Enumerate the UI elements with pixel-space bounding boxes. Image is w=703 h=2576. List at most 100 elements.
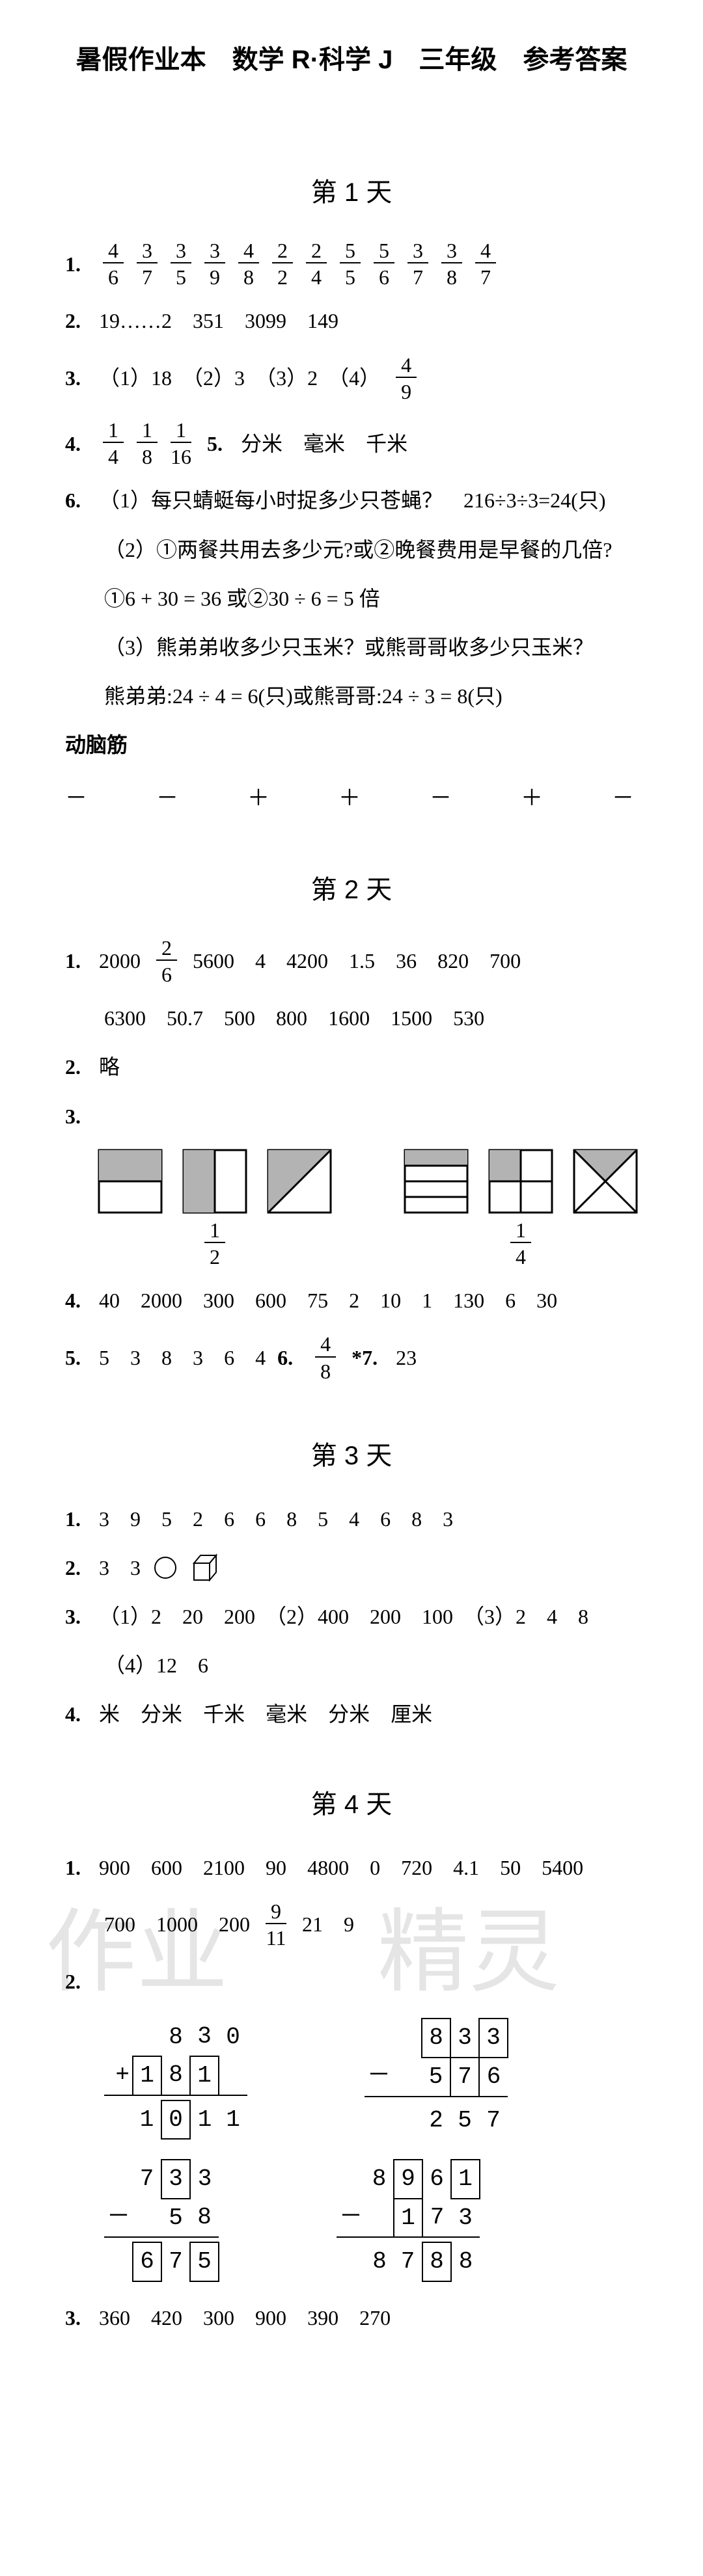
val: 700 [489, 949, 521, 973]
q-label: 4. [65, 427, 81, 461]
val: 米 [99, 1702, 120, 1726]
val: ＋ [247, 781, 269, 816]
val: 600 [151, 1856, 182, 1879]
q-label: 1. [65, 248, 81, 281]
val: 2000 [141, 1289, 182, 1312]
val: 270 [359, 2306, 391, 2329]
val: 2100 [203, 1856, 245, 1879]
val: 1000 [156, 1912, 198, 1936]
d1-q3: 3. （1）18 （2）3 （3）2 （4） 4 9 [65, 354, 638, 403]
frac-num: 5 [374, 239, 394, 263]
val: － [65, 781, 87, 816]
fraction: 48 [238, 239, 259, 289]
val: （4） [338, 366, 380, 390]
val: 9 [130, 1507, 141, 1531]
val: 50.7 [167, 1006, 203, 1030]
frac-den: 4 [516, 1243, 526, 1268]
val: （1）18 [99, 366, 172, 390]
cube-icon [190, 1551, 223, 1584]
frac-num: 2 [156, 937, 177, 961]
d1-q6-1: 6. （1）每只蜻蜓每小时捉多少只苍蝇？ 216÷3÷3=24(只) [65, 484, 638, 517]
frac-num: 2 [306, 239, 327, 263]
val: 8 [161, 1346, 172, 1369]
d3-q3b: （4）12 6 [65, 1649, 638, 1682]
frac-den: 8 [243, 263, 254, 289]
q-label: 3. [65, 2301, 81, 2335]
fraction: 116 [171, 419, 191, 468]
shape-quarter-tri [573, 1149, 638, 1214]
shape-half-v [182, 1149, 247, 1214]
text: ①6 + 30 = 36 或②30 ÷ 6 = 5 倍 [104, 582, 380, 615]
q-label: 2. [65, 1051, 81, 1084]
d1-q2: 2. 19……2 351 3099 149 [65, 304, 638, 338]
frac-num: 9 [266, 1900, 286, 1924]
d2-q4: 4. 40 2000 300 600 75 2 10 1 130 6 30 [65, 1284, 638, 1317]
q-label: 1. [65, 1503, 81, 1536]
fraction: 2 6 [156, 937, 177, 986]
frac-den: 4 [311, 263, 322, 289]
val: 3 [99, 1556, 109, 1579]
frac-den: 8 [320, 1358, 331, 1383]
val: 2000 [99, 945, 141, 978]
val: 8 [286, 1507, 297, 1531]
frac-den: 6 [161, 961, 172, 986]
fraction: 9 11 [266, 1900, 286, 1950]
val: 1 [422, 1289, 432, 1312]
val: 530 [453, 1006, 484, 1030]
val: 900 [255, 2306, 286, 2329]
day1-header: 第 1 天 [65, 172, 638, 213]
d2-q2: 2. 略 [65, 1051, 638, 1084]
val: 9 [344, 1912, 354, 1936]
val: 3 [99, 1507, 109, 1531]
val: 5400 [542, 1856, 583, 1879]
val: 6 [380, 1507, 391, 1531]
val: 3 [130, 1346, 141, 1369]
q-label: 5. [207, 427, 223, 461]
val: 6300 [104, 1006, 146, 1030]
val: 23 [396, 1341, 417, 1375]
fraction: 39 [204, 239, 225, 289]
calc-group-2: 733 －58 675 8961 －173 8788 [104, 2159, 638, 2282]
val: 600 [255, 1289, 286, 1312]
val: 2 [349, 1289, 359, 1312]
text: 熊弟弟:24 ÷ 4 = 6(只)或熊哥哥:24 ÷ 3 = 8(只) [104, 680, 503, 713]
q-label: 6. [277, 1341, 293, 1375]
val: （2）3 [193, 366, 245, 390]
val: 720 [401, 1856, 432, 1879]
val: 21 [302, 1912, 323, 1936]
circle-icon [152, 1555, 178, 1581]
d2-q5: 5. 5 3 8 3 6 4 6. 4 8 *7. 23 [65, 1333, 638, 1382]
text: 动脑筋 [65, 729, 128, 762]
shape-half-diag [267, 1149, 332, 1214]
frac-num: 4 [315, 1333, 336, 1357]
val: 6 [255, 1507, 266, 1531]
val: 30 [536, 1289, 557, 1312]
val: － [612, 781, 634, 816]
val: 360 [99, 2306, 130, 2329]
d4-q1b: 700 1000 200 9 11 21 9 [65, 1900, 638, 1950]
q-label: 2. [65, 1551, 81, 1585]
d3-q4: 4. 米 分米 千米 毫米 分米 厘米 [65, 1698, 638, 1731]
frac-den: 2 [277, 263, 288, 289]
d2-q1b: 6300 50.7 500 800 1600 1500 530 [65, 1002, 638, 1035]
calc-group-1: 830 +181 1011 833 －576 257 [104, 2018, 638, 2140]
frac-num: 1 [204, 1219, 225, 1243]
val: 分米 [141, 1702, 182, 1726]
text: （2）①两餐共用去多少元?或②晚餐费用是早餐的几倍? [104, 533, 612, 567]
q-label: 4. [65, 1284, 81, 1317]
q-label: 3. [65, 1100, 81, 1133]
val: 4200 [286, 949, 328, 973]
val: 2 [193, 1507, 203, 1531]
val: 4.1 [453, 1856, 479, 1879]
val: － [156, 781, 178, 816]
frac-num: 5 [340, 239, 361, 263]
fraction: 14 [103, 419, 124, 468]
fraction: 46 [103, 239, 124, 289]
val: ＋ [338, 781, 361, 816]
frac-num: 3 [171, 239, 191, 263]
val: 1.5 [349, 949, 375, 973]
val: 40 [99, 1289, 120, 1312]
frac-den: 9 [210, 263, 220, 289]
val: 0 [370, 1856, 380, 1879]
val: 300 [203, 1289, 234, 1312]
